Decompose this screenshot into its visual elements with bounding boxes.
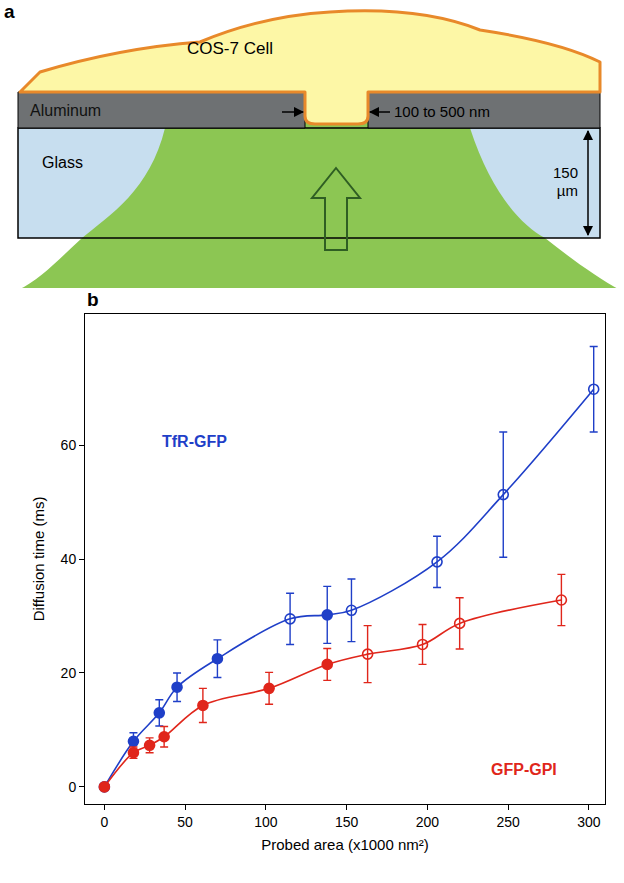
svg-text:Probed area (x1000 nm²): Probed area (x1000 nm²) [261, 836, 429, 853]
svg-text:Diffusion time (ms): Diffusion time (ms) [30, 497, 47, 622]
svg-text:0: 0 [68, 779, 76, 795]
svg-text:100: 100 [254, 814, 278, 830]
svg-text:60: 60 [61, 437, 77, 453]
svg-text:TfR-GFP: TfR-GFP [162, 433, 227, 450]
svg-text:b: b [87, 289, 99, 310]
svg-text:150: 150 [335, 814, 359, 830]
svg-text:100 to 500 nm: 100 to 500 nm [394, 103, 490, 120]
svg-text:250: 250 [496, 814, 520, 830]
svg-text:20: 20 [61, 665, 77, 681]
svg-text:150µm: 150µm [553, 164, 578, 199]
svg-text:COS-7 Cell: COS-7 Cell [187, 39, 273, 58]
svg-text:40: 40 [61, 551, 77, 567]
svg-text:a: a [4, 1, 15, 22]
svg-text:Glass: Glass [42, 154, 83, 171]
svg-text:GFP-GPI: GFP-GPI [491, 761, 557, 778]
svg-text:0: 0 [100, 814, 108, 830]
svg-text:300: 300 [577, 814, 601, 830]
svg-text:Aluminum: Aluminum [30, 102, 101, 119]
svg-text:50: 50 [177, 814, 193, 830]
svg-text:200: 200 [416, 814, 440, 830]
